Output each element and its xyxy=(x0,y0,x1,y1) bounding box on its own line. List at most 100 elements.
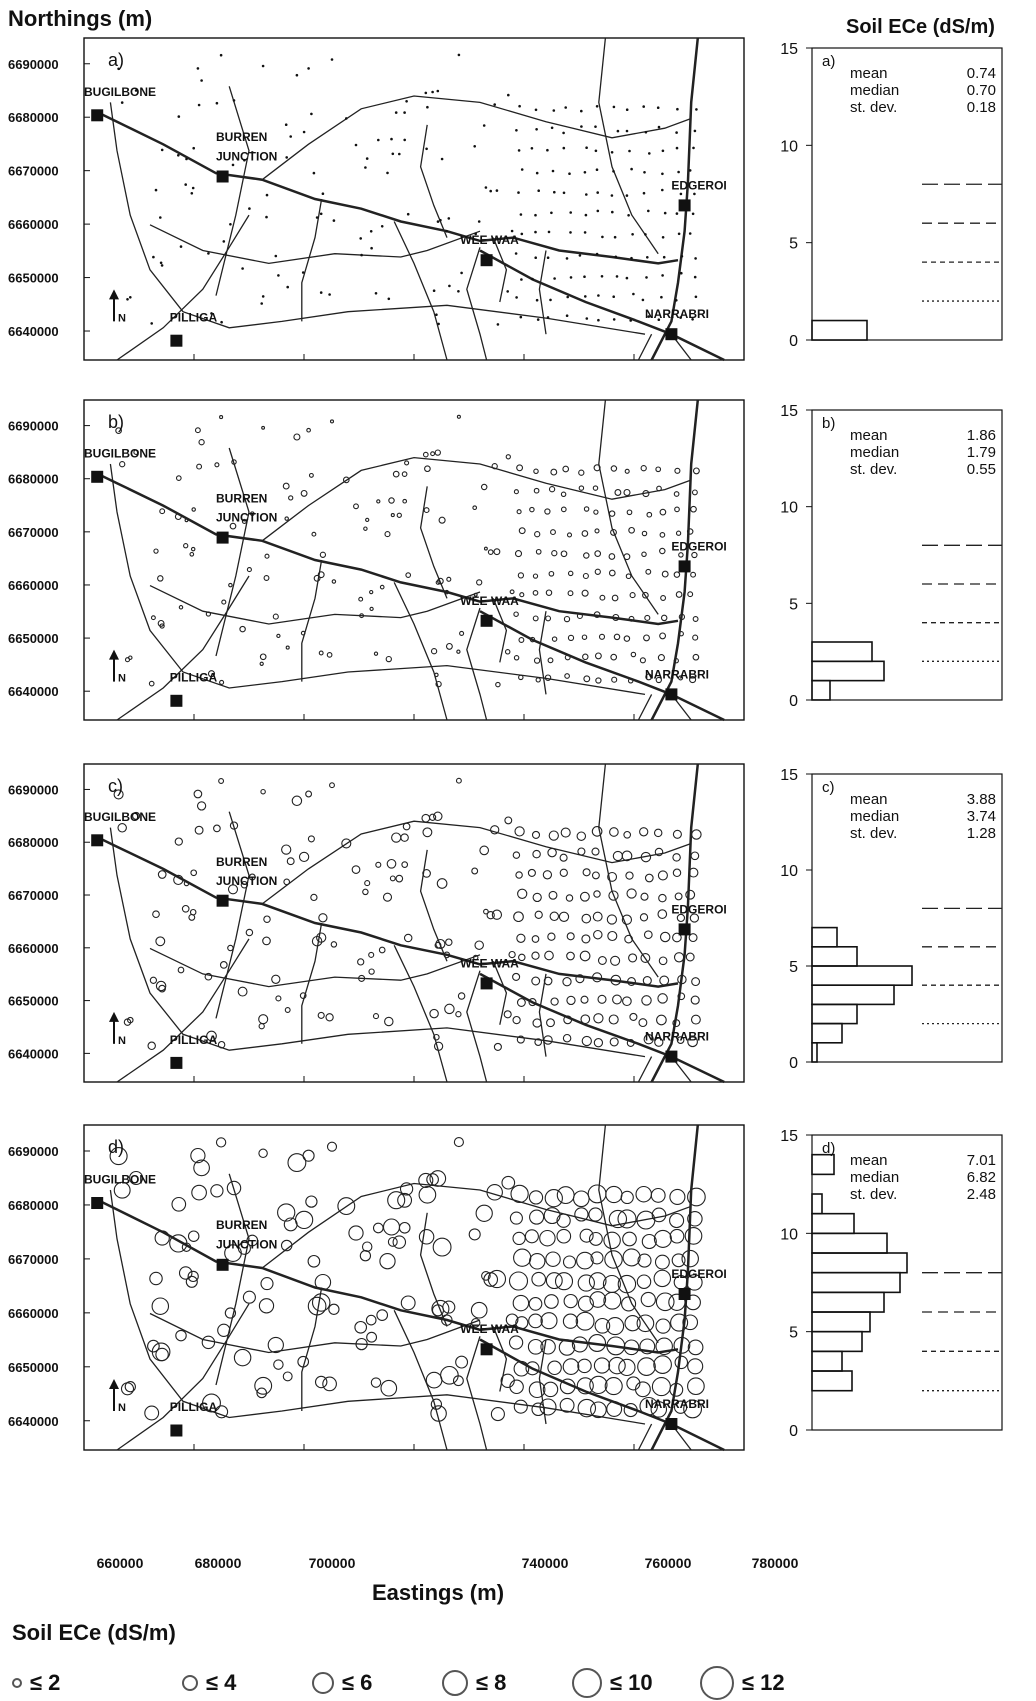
survey-point xyxy=(460,271,463,275)
survey-point xyxy=(471,867,479,875)
stat-median-value: 1.79 xyxy=(967,444,996,461)
survey-point xyxy=(474,940,484,950)
survey-point xyxy=(593,509,599,515)
survey-point xyxy=(354,143,358,147)
survey-point xyxy=(191,186,195,190)
survey-point xyxy=(474,232,478,236)
survey-point xyxy=(436,878,448,889)
survey-point xyxy=(637,1253,652,1268)
survey-point xyxy=(593,929,603,940)
survey-point xyxy=(625,276,629,280)
survey-point xyxy=(556,1228,572,1244)
survey-point xyxy=(528,998,537,1007)
survey-point xyxy=(615,275,619,278)
survey-point xyxy=(197,103,201,107)
survey-point xyxy=(673,658,679,664)
survey-point xyxy=(457,53,461,57)
road-line xyxy=(492,960,508,1025)
legend-label: ≤ 6 xyxy=(342,1670,373,1695)
road-line xyxy=(261,820,692,905)
survey-point xyxy=(594,550,602,557)
survey-point xyxy=(241,518,247,524)
town-marker xyxy=(480,1343,493,1356)
survey-point xyxy=(639,827,649,837)
x-tick-label: 780000 xyxy=(752,1555,799,1571)
survey-point xyxy=(239,625,246,633)
histogram-y-tick-label: 5 xyxy=(789,236,798,253)
survey-point xyxy=(489,189,493,193)
survey-point xyxy=(550,211,553,215)
road-line xyxy=(116,1303,250,1451)
survey-point xyxy=(422,451,429,458)
survey-point xyxy=(307,67,310,70)
survey-point xyxy=(532,615,539,622)
survey-point xyxy=(441,1314,453,1326)
survey-point xyxy=(627,214,630,217)
survey-point xyxy=(678,675,684,681)
survey-point xyxy=(307,1254,321,1268)
survey-point xyxy=(429,1170,447,1187)
survey-point xyxy=(537,189,540,192)
survey-point xyxy=(610,194,614,197)
survey-point xyxy=(688,933,698,943)
survey-point xyxy=(528,1313,543,1329)
survey-point xyxy=(196,67,200,70)
survey-point xyxy=(645,568,652,575)
survey-point xyxy=(562,1358,580,1375)
road-line xyxy=(109,1189,646,1425)
survey-point xyxy=(285,156,289,159)
survey-point xyxy=(313,574,321,582)
survey-point xyxy=(300,489,308,497)
survey-point xyxy=(562,465,570,473)
survey-point xyxy=(677,170,680,174)
survey-point xyxy=(185,157,188,161)
survey-point xyxy=(403,111,406,114)
survey-point xyxy=(642,490,650,498)
survey-point xyxy=(591,871,600,880)
survey-point xyxy=(424,465,431,473)
survey-point xyxy=(551,169,555,173)
road-line xyxy=(538,250,547,335)
survey-point xyxy=(267,1336,284,1354)
survey-point xyxy=(608,890,619,901)
survey-point xyxy=(178,1266,193,1280)
survey-point xyxy=(277,1203,296,1222)
survey-point xyxy=(691,318,694,321)
town-label: BUGILBONE xyxy=(84,447,156,461)
survey-point xyxy=(585,146,588,149)
histogram-y-tick-label: 10 xyxy=(780,500,798,517)
survey-point xyxy=(563,1293,578,1309)
north-label: N xyxy=(118,673,126,685)
town-marker xyxy=(91,834,104,847)
survey-point xyxy=(433,811,443,822)
survey-point xyxy=(422,869,431,878)
survey-point xyxy=(345,117,348,120)
survey-point xyxy=(551,550,558,557)
survey-point xyxy=(331,579,337,584)
survey-point xyxy=(512,1015,521,1025)
survey-point xyxy=(643,634,650,642)
survey-point xyxy=(631,233,634,236)
survey-point xyxy=(531,830,541,839)
survey-point xyxy=(433,1041,444,1051)
survey-point xyxy=(621,914,633,925)
map-panel-letter: b) xyxy=(108,412,124,432)
survey-point xyxy=(675,131,678,134)
survey-point xyxy=(623,1339,640,1356)
survey-point xyxy=(638,1018,648,1028)
survey-point xyxy=(196,463,203,470)
survey-point xyxy=(155,936,166,947)
survey-point xyxy=(322,1376,337,1392)
survey-point xyxy=(126,298,129,301)
road-line xyxy=(650,399,700,721)
survey-point xyxy=(629,1012,638,1021)
survey-point xyxy=(687,1036,698,1048)
survey-point xyxy=(517,149,521,152)
survey-point xyxy=(422,827,433,838)
survey-point xyxy=(326,652,333,658)
survey-point xyxy=(637,1357,656,1376)
road-line xyxy=(598,399,659,615)
survey-point xyxy=(689,913,700,923)
y-tick-label: 6670000 xyxy=(8,525,59,540)
survey-point xyxy=(580,995,589,1004)
